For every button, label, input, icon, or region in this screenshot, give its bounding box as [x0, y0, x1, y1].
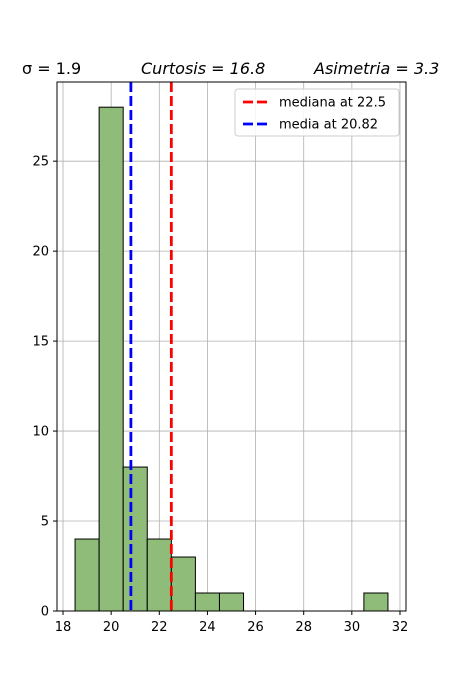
legend-label: mediana at 22.5 [279, 96, 386, 111]
reference-lines [129, 82, 173, 611]
histogram-bar [218, 592, 245, 612]
y-tick-label: 15 [32, 335, 49, 350]
x-tick-label: 18 [55, 620, 72, 635]
legend-box [234, 88, 400, 137]
histogram-bar [194, 592, 220, 612]
histogram-bar [74, 538, 100, 612]
histogram-bar [363, 592, 389, 612]
x-tick-label: 22 [151, 620, 168, 635]
y-tick-label: 5 [41, 515, 49, 530]
x-tick-label: 24 [199, 620, 216, 635]
histogram-bars [74, 106, 389, 612]
plot-frame [56, 81, 407, 612]
x-tick-label: 30 [344, 620, 361, 635]
x-tick-label: 28 [295, 620, 312, 635]
x-tick-label: 20 [103, 620, 120, 635]
histogram-bar [170, 556, 196, 612]
y-axis-ticks: 0 5 10 15 20 25 [32, 155, 57, 620]
y-tick-label: 25 [32, 155, 49, 170]
x-tick-label: 26 [247, 620, 264, 635]
asimetria-title: Asimetria = 3.3 [313, 59, 439, 78]
y-tick-label: 20 [32, 245, 49, 260]
curtosis-title: Curtosis = 16.8 [141, 59, 265, 78]
legend-label: media at 20.82 [279, 118, 378, 133]
sigma-title: σ = 1.9 [22, 59, 81, 78]
x-axis-ticks: 18 20 22 24 26 28 30 32 [55, 611, 409, 635]
y-tick-label: 0 [41, 605, 49, 620]
histogram-bar [98, 106, 124, 612]
y-tick-label: 10 [32, 425, 49, 440]
x-tick-label: 32 [392, 620, 409, 635]
legend: mediana at 22.5 media at 20.82 [234, 88, 400, 137]
chart-titles: σ = 1.9 Curtosis = 16.8 Asimetria = 3.3 [22, 59, 439, 78]
histogram-bar [146, 538, 172, 612]
histogram-bar [122, 466, 148, 612]
